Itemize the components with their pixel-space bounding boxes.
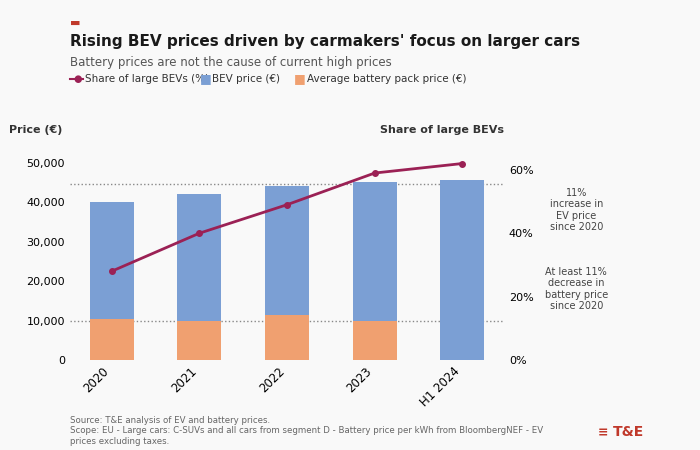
Bar bbox=[177, 194, 221, 360]
Text: Share of large BEVs (%): Share of large BEVs (%) bbox=[85, 74, 209, 84]
Text: Price (€): Price (€) bbox=[9, 125, 62, 135]
Text: Battery prices are not the cause of current high prices: Battery prices are not the cause of curr… bbox=[70, 56, 392, 69]
Text: T&E: T&E bbox=[612, 425, 644, 439]
Text: ≡: ≡ bbox=[598, 426, 613, 439]
Text: BEV price (€): BEV price (€) bbox=[212, 74, 280, 84]
Bar bbox=[265, 186, 309, 360]
Bar bbox=[177, 321, 221, 360]
Bar bbox=[90, 319, 134, 360]
Text: Source: T&E analysis of EV and battery prices.
Scope: EU - Large cars: C-SUVs an: Source: T&E analysis of EV and battery p… bbox=[70, 416, 543, 446]
Bar bbox=[440, 180, 484, 360]
Text: ●: ● bbox=[74, 74, 82, 84]
Bar bbox=[353, 321, 397, 360]
Text: ■: ■ bbox=[199, 72, 211, 85]
Text: Average battery pack price (€): Average battery pack price (€) bbox=[307, 74, 466, 84]
Text: Share of large BEVs: Share of large BEVs bbox=[380, 125, 504, 135]
Text: 11%
increase in
EV price
since 2020: 11% increase in EV price since 2020 bbox=[550, 188, 603, 232]
Text: At least 11%
decrease in
battery price
since 2020: At least 11% decrease in battery price s… bbox=[545, 266, 608, 311]
Bar bbox=[90, 202, 134, 360]
Bar bbox=[353, 182, 397, 360]
Text: ■: ■ bbox=[294, 72, 306, 85]
Text: Rising BEV prices driven by carmakers' focus on larger cars: Rising BEV prices driven by carmakers' f… bbox=[70, 34, 580, 49]
Text: ▬: ▬ bbox=[70, 18, 80, 28]
Bar bbox=[265, 315, 309, 360]
